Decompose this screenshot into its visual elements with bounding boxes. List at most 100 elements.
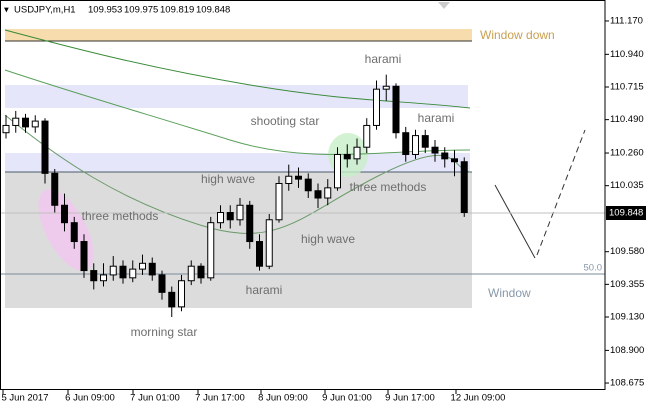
level-label: 50.0	[584, 263, 603, 274]
candle-body	[22, 117, 29, 128]
candles	[2, 74, 468, 318]
candle-body	[295, 175, 302, 180]
candle-body	[246, 204, 254, 243]
candle-body	[402, 132, 410, 155]
x-tick-label: 8 Jun 09:00	[258, 393, 308, 404]
candle-body	[256, 241, 263, 267]
annotation: three methods	[82, 209, 159, 223]
x-tick-label: 7 Jun 17:00	[195, 393, 245, 404]
candle-body	[334, 153, 341, 189]
candle-body	[441, 152, 449, 160]
scroll-arrow	[438, 2, 450, 9]
projection-line	[494, 184, 536, 259]
candle-body	[314, 190, 322, 199]
candle-body	[324, 187, 332, 199]
candle-body	[304, 178, 312, 192]
candle-body	[226, 212, 234, 221]
candle-body	[421, 135, 429, 148]
moving-average	[4, 29, 471, 109]
candle-body	[275, 182, 283, 221]
candle-body	[343, 153, 351, 160]
pattern-highlight	[38, 189, 94, 271]
y-tick-label: 109.580	[610, 246, 644, 257]
annotation: morning star	[131, 325, 198, 339]
header-low: 109.819	[160, 5, 194, 16]
candle-body	[119, 265, 127, 279]
x-tick-label: 6 Jun 09:00	[65, 393, 115, 404]
y-tick-label: 108.900	[610, 345, 644, 356]
annotation: three methods	[350, 180, 427, 194]
candle-body	[460, 161, 468, 214]
price-label: 109.848	[609, 208, 643, 219]
candle-body	[61, 204, 68, 224]
candle-body	[373, 88, 380, 126]
moving-average	[4, 69, 471, 155]
plot-frame	[0, 0, 606, 390]
candle-body	[51, 172, 59, 206]
candle-body	[41, 120, 49, 174]
candle-body	[431, 146, 439, 154]
candle-body	[178, 280, 185, 308]
symbol: USDJPY,m,H1	[14, 5, 76, 16]
header-open: 109.953	[88, 5, 122, 16]
candle-body	[31, 120, 39, 128]
candle-body	[265, 219, 273, 267]
y-tick-label: 110.035	[610, 180, 644, 191]
window-down-zone	[5, 29, 472, 41]
zone-label: Window down	[480, 28, 555, 42]
y-tick-label: 108.675	[610, 378, 644, 389]
header: USDJPY,m,H1 109.953 109.975 109.819 109.…	[14, 5, 230, 16]
candle-body	[100, 274, 107, 282]
annotation: shooting star	[251, 114, 320, 128]
header-close: 109.848	[196, 5, 230, 16]
candle-body	[80, 241, 88, 272]
candle-body	[2, 124, 10, 134]
resistance-zone	[5, 153, 470, 172]
candle-body	[217, 212, 224, 224]
annotation: high wave	[201, 172, 255, 186]
y-tick-label: 110.715	[610, 82, 644, 93]
x-tick-label: 9 Jun 17:00	[385, 393, 435, 404]
x-tick-label: 7 Jun 01:00	[130, 393, 180, 404]
y-tick-label: 110.490	[610, 114, 644, 125]
candle-body	[197, 265, 205, 279]
candle-body	[90, 270, 98, 282]
projection-line	[536, 129, 586, 256]
resistance-zone	[5, 85, 468, 108]
x-tick-label: 5 Jun 2017	[1, 393, 48, 404]
candle-body	[109, 265, 117, 276]
x-tick-label: 9 Jun 01:00	[322, 393, 372, 404]
candle-body	[363, 124, 371, 148]
annotation: harami	[418, 111, 455, 125]
candle-body	[451, 158, 458, 163]
y-tick-label: 109.355	[610, 279, 644, 290]
candle-body	[207, 222, 215, 279]
candle-body	[158, 274, 166, 293]
candle-body	[382, 85, 390, 90]
annotation: harami	[246, 283, 283, 297]
x-tick-label: 12 Jun 09:00	[451, 393, 506, 404]
candle-body	[129, 268, 137, 279]
candle-body	[353, 146, 361, 160]
y-tick-label: 111.170	[610, 15, 643, 26]
candle-body	[70, 222, 78, 243]
candle-body	[168, 291, 176, 308]
candle-body	[139, 262, 146, 270]
candle-body	[392, 85, 400, 134]
candle-body	[148, 262, 156, 276]
header-icon: ▾	[4, 5, 9, 16]
annotation: harami	[365, 52, 402, 66]
price-label-box	[606, 206, 646, 220]
annotation: high wave	[301, 232, 355, 246]
candle-body	[412, 135, 419, 155]
y-tick-label: 110.940	[610, 49, 644, 60]
y-tick-label: 110.260	[610, 148, 644, 159]
y-tick-label: 109.130	[610, 312, 644, 323]
candle-body	[285, 175, 293, 184]
candle-body	[12, 117, 20, 126]
zone-label: Window	[488, 286, 531, 300]
candle-body	[236, 204, 244, 221]
header-high: 109.975	[124, 5, 158, 16]
candle-body	[187, 265, 195, 282]
